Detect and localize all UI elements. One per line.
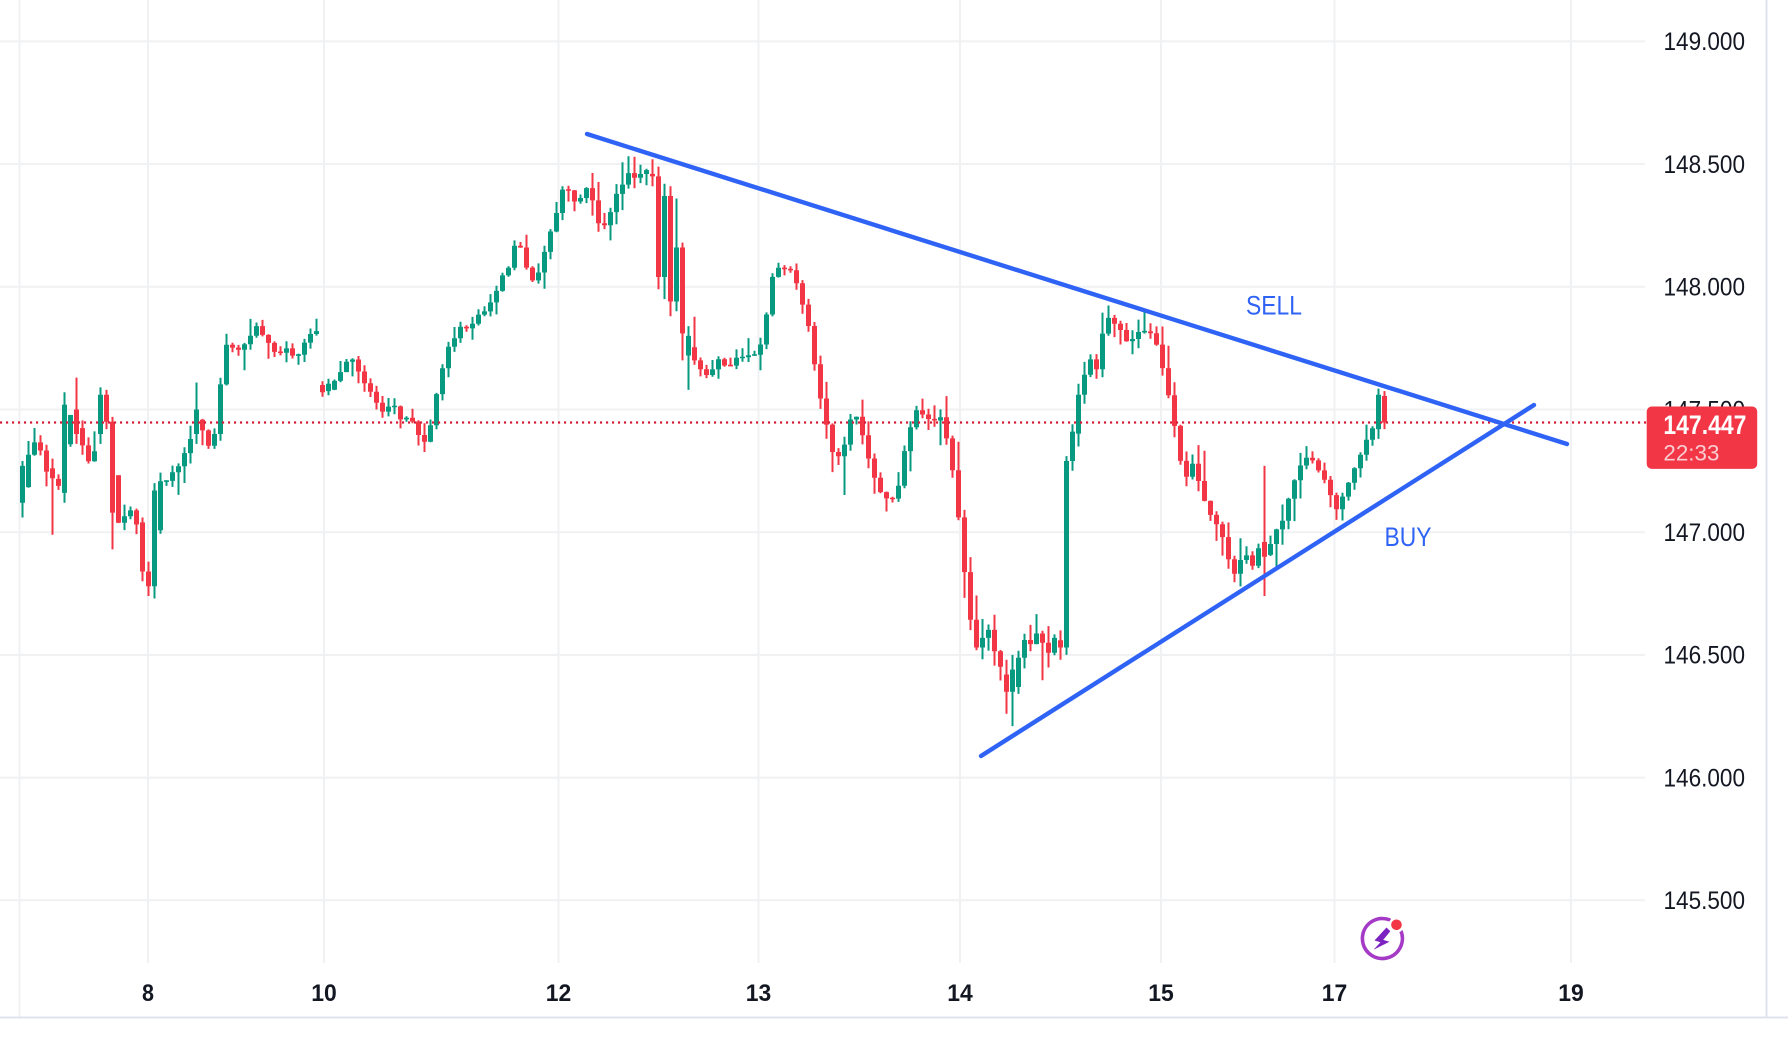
svg-text:148.500: 148.500 xyxy=(1664,152,1746,179)
svg-text:12: 12 xyxy=(546,980,572,1007)
svg-text:13: 13 xyxy=(746,980,772,1007)
svg-text:22:33: 22:33 xyxy=(1663,441,1719,466)
svg-text:10: 10 xyxy=(311,980,337,1007)
svg-text:146.500: 146.500 xyxy=(1664,643,1746,670)
svg-text:145.500: 145.500 xyxy=(1664,888,1746,915)
svg-text:17: 17 xyxy=(1322,980,1348,1007)
svg-text:146.000: 146.000 xyxy=(1664,765,1746,792)
svg-text:19: 19 xyxy=(1558,980,1584,1007)
svg-text:147.447: 147.447 xyxy=(1663,410,1746,440)
svg-text:BUY: BUY xyxy=(1385,522,1432,552)
svg-text:148.000: 148.000 xyxy=(1664,275,1746,302)
svg-text:15: 15 xyxy=(1148,980,1174,1007)
svg-text:149.000: 149.000 xyxy=(1664,29,1746,56)
svg-text:14: 14 xyxy=(947,980,973,1007)
svg-text:SELL: SELL xyxy=(1246,291,1302,321)
svg-text:147.000: 147.000 xyxy=(1664,520,1746,547)
svg-text:8: 8 xyxy=(142,980,154,1007)
